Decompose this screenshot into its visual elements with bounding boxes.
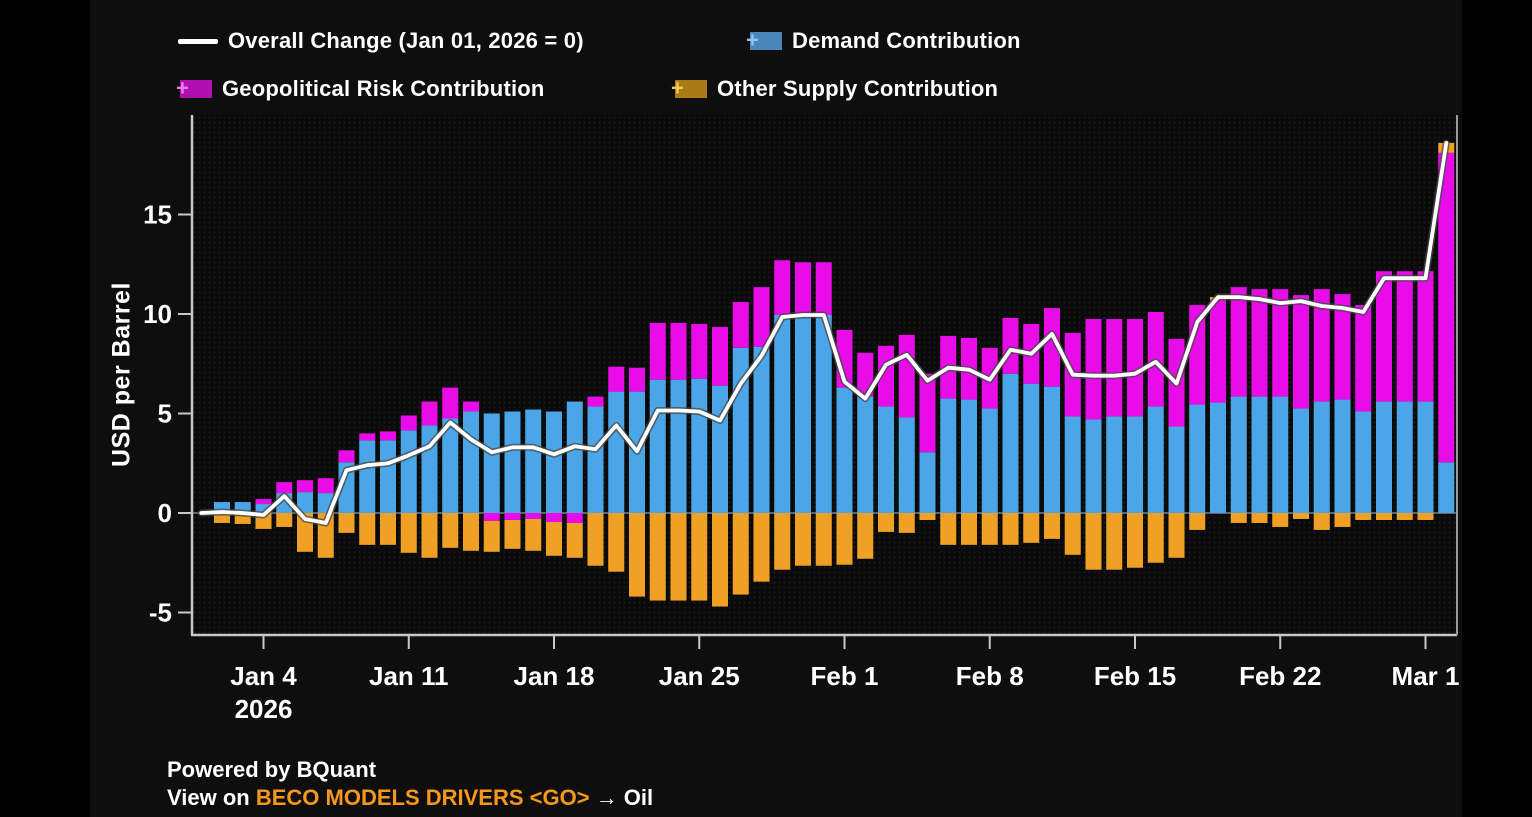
- overall-line-swatch-icon: [178, 38, 218, 44]
- svg-text:Feb 1: Feb 1: [811, 661, 879, 691]
- svg-text:Feb 15: Feb 15: [1094, 661, 1176, 691]
- svg-text:Feb 22: Feb 22: [1239, 661, 1321, 691]
- svg-text:10: 10: [143, 299, 172, 329]
- powered-by-text: Powered by BQuant: [167, 757, 377, 782]
- geopolitical-swatch-icon: [180, 80, 212, 98]
- legend-item-other-supply[interactable]: Other Supply Contribution: [675, 76, 998, 102]
- legend-label-demand: Demand Contribution: [792, 28, 1021, 53]
- svg-text:Mar 1: Mar 1: [1392, 661, 1460, 691]
- y-axis-title: USD per Barrel: [107, 282, 136, 467]
- svg-text:Jan 18: Jan 18: [514, 661, 595, 691]
- legend-label-geopolitical: Geopolitical Risk Contribution: [222, 76, 545, 101]
- svg-text:15: 15: [143, 200, 172, 230]
- chart-canvas: Overall Change (Jan 01, 2026 = 0) Demand…: [90, 0, 1462, 817]
- svg-text:0: 0: [158, 498, 172, 528]
- demand-swatch-icon: [750, 32, 782, 50]
- other-supply-swatch-icon: [675, 80, 707, 98]
- view-on-line: View on BECO MODELS DRIVERS <GO> → Oil: [167, 784, 653, 812]
- svg-text:Jan 11: Jan 11: [369, 661, 449, 691]
- legend-item-overall-change[interactable]: Overall Change (Jan 01, 2026 = 0): [178, 28, 584, 54]
- legend-label-overall-change: Overall Change (Jan 01, 2026 = 0): [228, 28, 584, 53]
- svg-text:-5: -5: [149, 598, 172, 628]
- beco-models-drivers-go-link[interactable]: BECO MODELS DRIVERS <GO>: [255, 785, 590, 810]
- svg-text:Feb 8: Feb 8: [956, 661, 1024, 691]
- svg-text:2026: 2026: [235, 694, 293, 724]
- view-on-suffix: → Oil: [589, 785, 654, 810]
- svg-text:Jan 4: Jan 4: [230, 661, 297, 691]
- legend-item-demand[interactable]: Demand Contribution: [750, 28, 1021, 54]
- view-on-prefix: View on: [167, 785, 256, 810]
- chart-footer: Powered by BQuant View on BECO MODELS DR…: [167, 756, 653, 812]
- legend-item-geopolitical[interactable]: Geopolitical Risk Contribution: [180, 76, 545, 102]
- legend-label-other-supply: Other Supply Contribution: [717, 76, 999, 101]
- svg-text:5: 5: [158, 399, 172, 429]
- svg-text:Jan 25: Jan 25: [659, 661, 740, 691]
